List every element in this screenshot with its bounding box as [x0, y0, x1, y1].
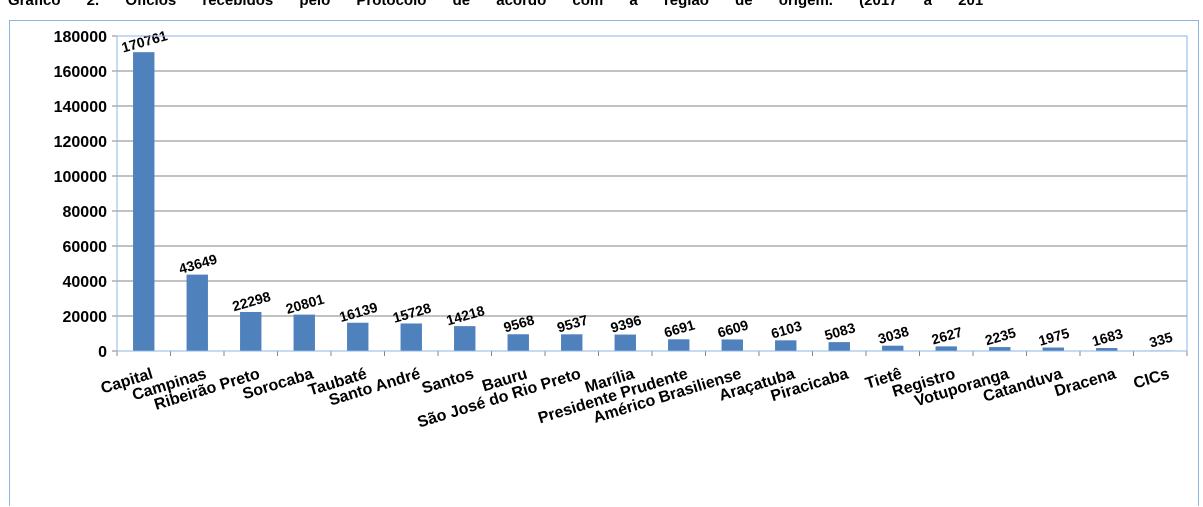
- bar: [989, 347, 1011, 351]
- bar: [1096, 348, 1118, 351]
- x-category-label: Dracena: [1053, 366, 1118, 401]
- data-label: 22298: [230, 288, 272, 314]
- bar: [400, 323, 422, 351]
- data-label: 1683: [1090, 325, 1125, 349]
- data-labels: 170761 43649 22298 20801 16139 15728 14218 9568…: [120, 27, 1175, 350]
- y-tick-label: 120000: [54, 134, 107, 151]
- data-label: 335: [1147, 329, 1174, 351]
- y-axis-tick-labels: 0 20000 40000 60000 80000 100000 120000 140000 1…: [54, 29, 107, 361]
- plot-area-border: [116, 35, 1188, 352]
- x-category-label: CICs: [1132, 366, 1172, 393]
- bar: [293, 314, 315, 351]
- data-label: 16139: [337, 299, 379, 325]
- data-label: 170761: [120, 27, 170, 55]
- bar: [614, 334, 636, 351]
- bar: [1042, 347, 1064, 351]
- chart-title-text: Gráfico 2. Ofícios recebidos pelo Protoc…: [8, 0, 984, 9]
- y-tick-label: 100000: [54, 169, 107, 186]
- data-label: 9568: [502, 311, 537, 335]
- data-label: 9537: [555, 311, 590, 335]
- y-tick-label: 40000: [63, 274, 108, 291]
- bar: [775, 340, 797, 351]
- data-label: 15728: [391, 300, 433, 326]
- bar: [828, 342, 850, 351]
- bar: [507, 334, 529, 351]
- bar: [721, 339, 743, 351]
- chart-frame: [9, 20, 1199, 506]
- data-label: 43649: [177, 251, 219, 277]
- data-label: 20801: [284, 291, 326, 317]
- data-label: 5083: [823, 319, 858, 343]
- bar: [882, 345, 904, 351]
- data-label: 6609: [716, 317, 751, 341]
- chart-title: Gráfico 2. Ofícios recebidos pelo Protoc…: [0, 0, 1203, 14]
- bar: [240, 311, 262, 351]
- y-tick-label: 180000: [54, 29, 107, 46]
- data-label: 2627: [930, 324, 965, 348]
- data-label: 6103: [769, 317, 804, 341]
- x-category-label: Santos: [420, 366, 476, 398]
- data-label: 3038: [876, 323, 911, 347]
- data-label: 1975: [1037, 325, 1072, 349]
- y-tick-label: 20000: [63, 309, 108, 326]
- data-label: 9396: [609, 312, 644, 336]
- bars: [133, 52, 1171, 352]
- bar: [347, 322, 369, 351]
- data-label: 14218: [444, 302, 486, 328]
- bar: [454, 326, 476, 351]
- y-tick-label: 80000: [63, 204, 108, 221]
- bar: [668, 339, 690, 351]
- bar: [133, 52, 155, 352]
- bar: [186, 274, 208, 351]
- bar: [561, 334, 583, 351]
- bar: [935, 346, 957, 351]
- data-label: 6691: [662, 316, 697, 340]
- y-tick-label: 0: [98, 344, 107, 361]
- gridlines: [112, 35, 1188, 356]
- y-tick-label: 60000: [63, 239, 108, 256]
- y-tick-label: 140000: [54, 99, 107, 116]
- y-tick-label: 160000: [54, 64, 107, 81]
- data-label: 2235: [983, 324, 1018, 348]
